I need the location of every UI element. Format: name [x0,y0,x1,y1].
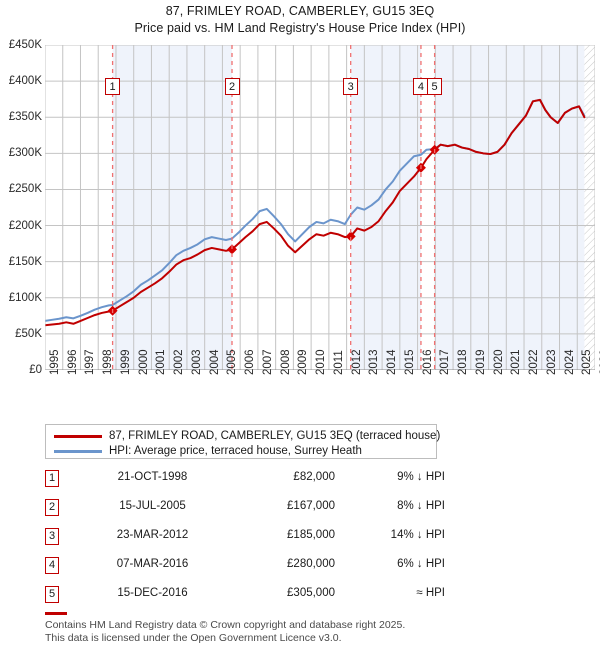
page-title: 87, FRIMLEY ROAD, CAMBERLEY, GU15 3EQ [165,4,435,18]
x-tick-label: 2000 [137,349,150,375]
x-tick-label: 2018 [457,349,470,375]
sale-price: £305,000 [287,587,335,599]
x-tick-label: 2016 [421,349,434,375]
sale-date: 07-MAR-2016 [116,558,189,570]
chart-legend: 87, FRIMLEY ROAD, CAMBERLEY, GU15 3EQ (t… [45,424,440,461]
sales-table: 1 21-OCT-1998 £82,000 9% ↓ HPI 2 15-JUL-2005 £… [45,468,465,613]
y-tick-label: £100K [8,291,42,304]
price-chart-plot [45,45,595,370]
y-tick-label: £50K [15,327,42,340]
x-tick-label: 2011 [332,350,345,375]
sale-marker-box[interactable]: 2 [224,78,240,95]
x-tick-label: 2015 [403,349,416,375]
row-index-box: 3 [45,528,59,545]
y-tick-label: £150K [8,255,42,268]
chart-svg [45,45,595,370]
legend-label: 87, FRIMLEY ROAD, CAMBERLEY, GU15 3EQ (t… [109,430,441,442]
hpi-delta: 14% ↓ HPI [390,529,445,541]
sale-date: 21-OCT-1998 [117,471,188,483]
table-row[interactable]: 3 23-MAR-2012 £185,000 14% ↓ HPI [45,526,465,555]
y-tick-label: £400K [8,75,42,88]
legend-color-swatch [54,450,102,453]
x-tick-label: 1998 [102,349,115,375]
y-tick-label: £300K [8,147,42,160]
sale-date: 23-MAR-2012 [116,529,189,541]
x-tick-label: 2007 [261,349,274,375]
x-tick-label: 2004 [208,349,221,375]
legend-label: HPI: Average price, terraced house, Surr… [109,445,362,457]
sale-price: £167,000 [287,500,335,512]
x-tick-label: 2002 [173,349,186,375]
legend-item: 87, FRIMLEY ROAD, CAMBERLEY, GU15 3EQ (t… [46,429,440,446]
x-tick-label: 2010 [315,349,328,375]
x-tick-label: 1999 [119,349,132,375]
y-tick-label: £250K [8,183,42,196]
x-tick-label: 2001 [155,349,168,375]
y-tick-label: £450K [8,39,42,51]
sale-price: £82,000 [293,471,335,483]
sale-date: 15-JUL-2005 [119,500,186,512]
table-row[interactable]: 1 21-OCT-1998 £82,000 9% ↓ HPI [45,468,465,497]
hpi-delta: ≈ HPI [416,587,445,599]
sale-date: 15-DEC-2016 [117,587,188,599]
hpi-delta: 8% ↓ HPI [397,500,445,512]
x-tick-label: 2020 [492,349,505,375]
x-tick-label: 2025 [581,349,594,375]
hpi-delta: 6% ↓ HPI [397,558,445,570]
x-tick-label: 2023 [545,349,558,375]
x-tick-label: 2024 [563,349,576,375]
x-tick-label: 2022 [528,349,541,375]
x-tick-label: 1995 [49,349,61,375]
table-row[interactable]: 2 15-JUL-2005 £167,000 8% ↓ HPI [45,497,465,526]
x-tick-label: 2013 [368,349,381,375]
page-subtitle: Price paid vs. HM Land Registry's House … [134,21,466,35]
x-tick-label: 2008 [279,349,292,375]
sale-price: £185,000 [287,529,335,541]
x-tick-label: 2019 [474,349,487,375]
y-axis-ticks: £0 £50K £100K £150K £200K £250K £300K £350K £400… [0,39,45,376]
row-index-box: 5 [45,586,59,603]
x-tick-label: 2006 [244,349,257,375]
legend-item: HPI: Average price, terraced house, Surr… [46,444,436,461]
x-tick-label: 1996 [66,349,79,375]
footer-attribution: Contains HM Land Registry data © Crown c… [45,619,565,644]
footer-line-2: This data is licensed under the Open Gov… [45,631,342,644]
footer-line-1: Contains HM Land Registry data © Crown c… [45,619,406,631]
y-tick-label: £200K [8,219,42,232]
x-tick-label: 2005 [226,349,239,375]
footer-rule [45,612,67,615]
sale-price: £280,000 [287,558,335,570]
x-tick-label: 2021 [510,349,523,375]
sale-marker-box[interactable]: 1 [105,78,121,95]
row-index-box: 1 [45,470,59,487]
x-tick-label: 2017 [439,349,452,375]
sale-marker-box[interactable]: 3 [343,78,359,95]
hpi-delta: 9% ↓ HPI [397,471,445,483]
x-tick-label: 1997 [84,349,97,375]
x-tick-label: 2003 [190,349,203,375]
x-tick-label: 2009 [297,349,310,375]
table-row[interactable]: 5 15-DEC-2016 £305,000 ≈ HPI [45,584,465,613]
sale-marker-box[interactable]: 5 [427,78,443,95]
row-index-box: 2 [45,499,59,516]
y-tick-label: £350K [8,111,42,124]
x-tick-label: 2012 [350,349,363,375]
table-row[interactable]: 4 07-MAR-2016 £280,000 6% ↓ HPI [45,555,465,584]
x-tick-label: 2014 [386,349,399,375]
y-tick-label: £0 [29,364,42,376]
legend-color-swatch [54,435,102,438]
row-index-box: 4 [45,557,59,574]
